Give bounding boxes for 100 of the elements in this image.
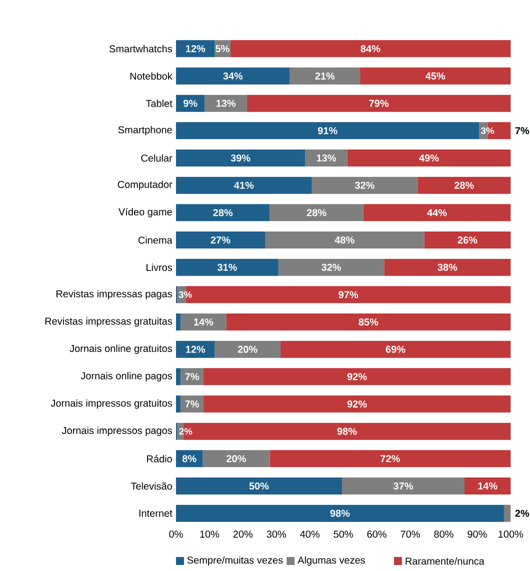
data-label: 28% [306, 209, 326, 216]
y-tick-label: Jornais online gratuitos [70, 344, 172, 354]
data-label: 85% [358, 318, 378, 326]
x-tick-label: 20% [233, 530, 253, 538]
data-label: 92% [347, 373, 367, 380]
bar [246, 94, 511, 112]
bar [202, 450, 270, 468]
data-label: 48% [334, 236, 354, 244]
y-tick-label: Jornais online pagos [80, 372, 172, 382]
data-label: 9% [184, 100, 198, 107]
bar [278, 258, 384, 276]
bar [176, 450, 203, 468]
data-label: 20% [238, 346, 258, 353]
bar [270, 450, 511, 468]
data-label: 12% [186, 346, 206, 353]
y-tick-label: Jornais impressos pagos [62, 426, 172, 436]
legend-label: Algumas vezes [298, 556, 366, 566]
y-tick-label: Tablet [146, 100, 172, 108]
y-tick-label: Computador [118, 180, 172, 190]
data-label: 45% [426, 72, 446, 80]
bar [176, 478, 342, 494]
bar [176, 232, 266, 249]
data-label: 21% [315, 72, 335, 80]
y-tick-label: Televisão [130, 482, 172, 490]
bar [270, 204, 364, 222]
x-tick-label: 50% [334, 530, 353, 538]
data-label: 20% [226, 455, 246, 462]
data-label: 28% [454, 182, 474, 189]
x-tick-label: 0% [169, 530, 183, 538]
data-label: 2% [179, 428, 192, 435]
data-label: 12% [186, 45, 206, 52]
bar [180, 396, 204, 413]
bar [230, 40, 511, 58]
data-label: 79% [369, 100, 389, 107]
data-label: 41% [234, 182, 254, 189]
x-tick-label: 40% [300, 530, 320, 538]
data-label: 14% [478, 482, 498, 490]
bar [363, 204, 511, 222]
data-label: 37% [393, 482, 413, 490]
data-label: 14% [194, 318, 214, 326]
data-label: 27% [210, 236, 230, 244]
x-tick-label: 80% [434, 530, 454, 538]
bar [176, 368, 181, 386]
bar [424, 232, 511, 249]
data-label: 8% [182, 455, 196, 462]
bar [176, 68, 290, 85]
bar [176, 258, 278, 276]
bar [464, 478, 511, 494]
y-tick-label: Notebbok [130, 72, 172, 80]
data-label: 13% [316, 154, 336, 162]
bar [203, 396, 511, 413]
y-tick-label: Vídeo game [118, 208, 172, 218]
bar [265, 232, 424, 249]
bar [176, 122, 480, 140]
bar [180, 314, 226, 331]
data-label: 28% [213, 209, 233, 216]
bar [342, 478, 464, 494]
bar [204, 94, 247, 112]
bar [290, 68, 360, 85]
bar [360, 68, 511, 85]
bar [176, 314, 181, 331]
data-label: 7% [185, 400, 200, 408]
y-tick-label: Internet [139, 510, 172, 517]
y-tick-label: Rádio [147, 454, 172, 462]
data-label: 98% [330, 510, 350, 517]
y-tick-label: Smartphone [118, 126, 172, 136]
bar [214, 340, 280, 358]
data-label: 31% [217, 264, 237, 271]
data-label: 5% [216, 45, 230, 52]
x-tick-label: 60% [367, 530, 386, 538]
data-label: 2% [515, 510, 530, 517]
y-tick-label: Jornais impressos gratuitos [50, 399, 172, 409]
bar [176, 94, 205, 112]
data-label: 49% [419, 154, 439, 162]
x-tick-label: 90% [468, 530, 487, 538]
data-label: 97% [338, 291, 358, 298]
data-label: 84% [360, 45, 380, 52]
data-label: 72% [380, 455, 400, 462]
bar [418, 176, 511, 194]
data-label: 13% [216, 100, 236, 107]
y-tick-label: Revistas impressas pagas [56, 290, 172, 300]
legend-label: Raramente/nunca [406, 557, 484, 565]
bar [384, 258, 511, 276]
data-label: 91% [318, 127, 338, 134]
bar [176, 204, 270, 222]
bar [312, 176, 418, 194]
bar [347, 150, 511, 167]
bar [176, 176, 312, 194]
bar [180, 368, 204, 386]
legend-label: Sempre/muitas vezes [187, 556, 283, 566]
data-label: 3% [178, 291, 192, 298]
data-label: 38% [438, 264, 458, 271]
data-label: 92% [347, 400, 367, 408]
x-tick-label: 10% [200, 530, 220, 538]
bar [176, 504, 504, 522]
bar [504, 504, 511, 522]
bar [305, 150, 348, 167]
data-label: 32% [354, 182, 374, 189]
bar [176, 396, 181, 413]
x-tick-label: 70% [400, 530, 420, 538]
